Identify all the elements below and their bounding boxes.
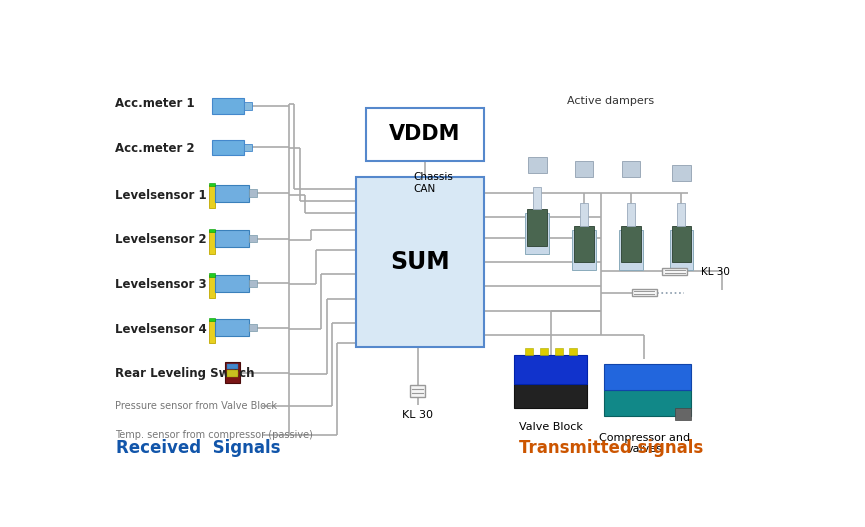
Bar (244, 143, 253, 151)
Bar (249, 189, 257, 197)
Bar (249, 235, 257, 242)
Text: Active dampers: Active dampers (567, 96, 655, 106)
Bar (208, 275, 215, 298)
Text: Compressor and
valves: Compressor and valves (599, 433, 690, 454)
Bar (574, 226, 593, 262)
Bar (574, 161, 593, 177)
Bar (212, 98, 244, 113)
Bar (514, 384, 587, 408)
Bar (540, 348, 548, 355)
Text: SUM: SUM (390, 250, 450, 274)
Text: KL 30: KL 30 (402, 410, 433, 420)
Bar (366, 108, 484, 161)
Bar (671, 226, 691, 262)
Bar (675, 408, 691, 421)
Bar (215, 230, 249, 247)
Bar (514, 355, 587, 384)
Bar (528, 209, 547, 246)
Bar (677, 203, 685, 226)
Bar (212, 140, 244, 155)
Text: Pressure sensor from Valve Block: Pressure sensor from Valve Block (115, 401, 277, 411)
Text: Received  Signals: Received Signals (117, 439, 281, 457)
Text: Levelsensor 3: Levelsensor 3 (115, 278, 207, 291)
Bar (662, 268, 688, 275)
Bar (208, 230, 215, 254)
Bar (525, 348, 533, 355)
Text: Temp. sensor from compressor (passive): Temp. sensor from compressor (passive) (115, 430, 313, 440)
Bar (672, 164, 690, 181)
Text: Transmitted signals: Transmitted signals (519, 439, 703, 457)
Bar (604, 364, 691, 390)
Bar (215, 319, 249, 336)
Bar (627, 203, 635, 226)
Bar (227, 364, 238, 369)
Bar (215, 184, 249, 202)
Text: Acc.meter 1: Acc.meter 1 (115, 97, 195, 110)
Bar (569, 348, 578, 355)
Bar (249, 279, 257, 287)
Bar (580, 203, 588, 226)
Bar (249, 324, 257, 331)
Text: Rear Leveling Switch: Rear Leveling Switch (115, 367, 254, 380)
Text: KL 30: KL 30 (702, 267, 730, 277)
Bar (622, 161, 640, 177)
Bar (533, 187, 541, 209)
Bar (604, 390, 691, 416)
Bar (226, 362, 240, 384)
Bar (227, 369, 238, 377)
Bar (621, 226, 641, 262)
Bar (209, 274, 215, 277)
Text: Levelsensor 2: Levelsensor 2 (115, 233, 207, 246)
Bar (209, 183, 215, 187)
Bar (356, 177, 484, 347)
Text: Chassis
CAN: Chassis CAN (413, 172, 453, 194)
Bar (670, 230, 693, 270)
Bar (528, 157, 547, 173)
Bar (525, 213, 549, 254)
Bar (631, 289, 657, 296)
Text: Levelsensor 1: Levelsensor 1 (115, 189, 207, 202)
Bar (411, 385, 426, 397)
Bar (208, 319, 215, 343)
Bar (554, 348, 562, 355)
Bar (573, 230, 596, 270)
Text: Levelsensor 4: Levelsensor 4 (115, 323, 207, 336)
Bar (209, 229, 215, 232)
Text: Valve Block: Valve Block (519, 422, 582, 432)
Bar (209, 318, 215, 321)
Bar (208, 185, 215, 208)
Bar (244, 102, 253, 110)
Bar (215, 275, 249, 292)
Bar (619, 230, 643, 270)
Text: Acc.meter 2: Acc.meter 2 (115, 142, 195, 155)
Text: VDDM: VDDM (389, 124, 460, 144)
